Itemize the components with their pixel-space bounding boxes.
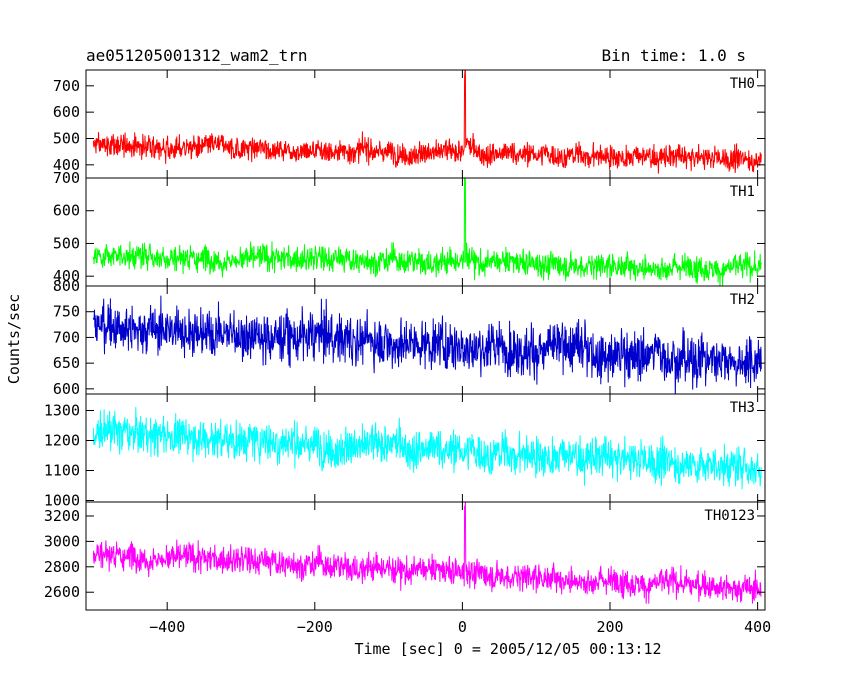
panel-label-th3: TH3 bbox=[730, 400, 755, 416]
y-tick-label: 600 bbox=[53, 380, 80, 398]
y-axis-title: Counts/sec bbox=[5, 294, 23, 384]
series-line-th1 bbox=[92, 178, 762, 286]
x-tick-label: 400 bbox=[744, 618, 771, 636]
x-axis-title: Time [sec] 0 = 2005/12/05 00:13:12 bbox=[354, 640, 661, 658]
y-tick-label: 2800 bbox=[44, 558, 80, 576]
y-tick-label: 400 bbox=[53, 267, 80, 285]
y-tick-label: 600 bbox=[53, 103, 80, 121]
series-line-th0 bbox=[92, 70, 762, 174]
x-tick-label: 200 bbox=[596, 618, 623, 636]
series-line-th0123 bbox=[92, 502, 762, 604]
series-line-th2 bbox=[92, 295, 762, 394]
y-tick-label: 700 bbox=[53, 169, 80, 187]
panel-label-th2: TH2 bbox=[730, 292, 755, 308]
panels-group: 400 500 600 700 TH0 400 500 600 700 TH1 600 650 700 7… bbox=[44, 69, 771, 636]
y-tick-label: 500 bbox=[53, 129, 80, 147]
panel-frame bbox=[85, 501, 766, 611]
bin-time-label: Bin time: 1.0 s bbox=[602, 46, 747, 65]
y-tick-label: 750 bbox=[53, 303, 80, 321]
y-tick-label: 650 bbox=[53, 354, 80, 372]
x-tick-label: 0 bbox=[458, 618, 467, 636]
y-tick-label: 1200 bbox=[44, 432, 80, 450]
y-tick-label: 600 bbox=[53, 202, 80, 220]
y-tick-label: 3000 bbox=[44, 532, 80, 550]
x-tick-label: −400 bbox=[149, 618, 185, 636]
panel-label-th0123: TH0123 bbox=[704, 508, 755, 524]
panel-label-th0: TH0 bbox=[730, 76, 755, 92]
y-tick-label: 700 bbox=[53, 77, 80, 95]
y-tick-label: 3200 bbox=[44, 507, 80, 525]
y-tick-label: 1000 bbox=[44, 492, 80, 510]
y-tick-label: 400 bbox=[53, 156, 80, 174]
y-tick-label: 2600 bbox=[44, 583, 80, 601]
y-tick-label: 800 bbox=[53, 277, 80, 295]
y-tick-label: 500 bbox=[53, 234, 80, 252]
y-tick-label: 1100 bbox=[44, 462, 80, 480]
panel-label-th1: TH1 bbox=[730, 184, 755, 200]
y-tick-label: 700 bbox=[53, 328, 80, 346]
y-tick-label: 1300 bbox=[44, 402, 80, 420]
series-line-th3 bbox=[92, 406, 762, 490]
chart-title: ae051205001312_wam2_trn bbox=[86, 46, 308, 65]
x-tick-label: −200 bbox=[297, 618, 333, 636]
